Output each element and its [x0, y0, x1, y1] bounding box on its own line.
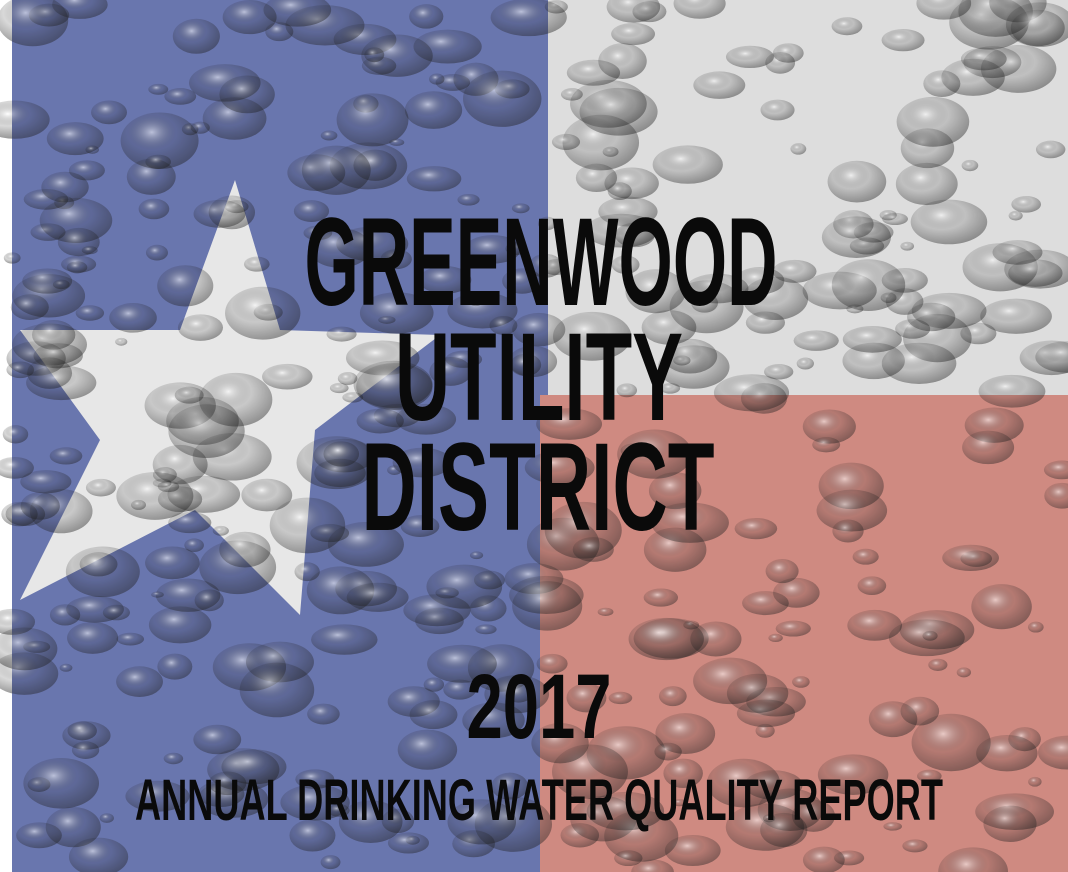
page: GREENWOOD UTILITY DISTRICT 2017 ANNUAL D… [0, 0, 1068, 872]
cover: GREENWOOD UTILITY DISTRICT 2017 ANNUAL D… [0, 0, 1068, 872]
subtitle: ANNUAL DRINKING WATER QUALITY REPORT [135, 768, 943, 833]
title-line: DISTRICT [362, 418, 715, 557]
year: 2017 [467, 656, 612, 758]
